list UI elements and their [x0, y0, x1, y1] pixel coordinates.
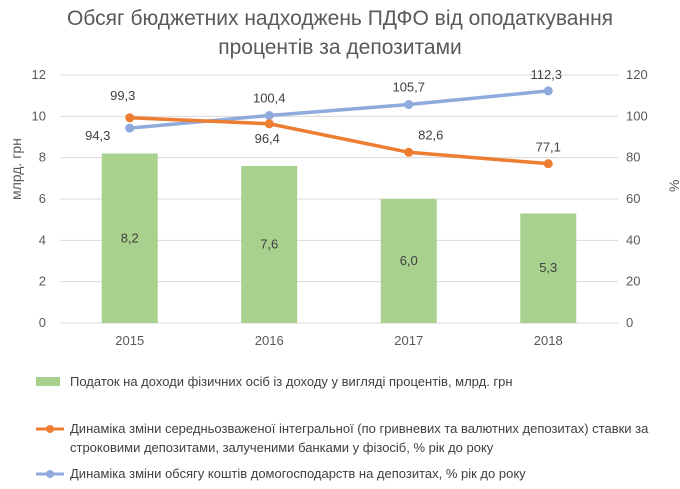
x-tick-label: 2016 — [255, 333, 284, 348]
deposits-point — [264, 111, 274, 121]
bar — [380, 199, 437, 323]
y-left-tick-label: 12 — [32, 67, 46, 82]
chart-title-line-2: процентів за депозитами — [218, 36, 462, 59]
rate-data-label: 77,1 — [536, 140, 561, 155]
y-right-tick-label: 80 — [626, 150, 640, 165]
deposits-point — [543, 86, 553, 96]
bar-data-label: 5,3 — [539, 260, 557, 275]
bar — [520, 213, 577, 323]
deposits-line — [129, 89, 549, 130]
rate-data-label: 82,6 — [418, 127, 443, 142]
rate-point — [404, 147, 414, 157]
legend-item-deposits: Динаміка зміни обсягу коштів домогоспода… — [36, 464, 676, 484]
deposits-data-label: 100,4 — [253, 91, 286, 106]
rate-data-label: 99,3 — [110, 88, 135, 103]
bar-data-label: 6,0 — [400, 253, 418, 268]
deposits-data-label: 105,7 — [392, 80, 425, 95]
bar-data-label: 8,2 — [121, 230, 139, 245]
legend-label-rate-line-2: строковими депозитами, залученими банкам… — [70, 440, 494, 455]
deposits-point — [125, 123, 135, 133]
legend-label-rate-line-1: Динаміка зміни середньозваженої інтеграл… — [70, 421, 649, 436]
legend-item-rate: Динаміка зміни середньозваженої інтеграл… — [36, 419, 676, 459]
rate-line — [129, 116, 549, 166]
legend-swatch-rate — [36, 425, 64, 433]
legend-label-bars: Податок на доходи фізичних осіб із доход… — [70, 374, 513, 389]
y-right-tick-label: 0 — [626, 315, 633, 330]
x-tick-label: 2017 — [394, 333, 423, 348]
y-left-tick-label: 6 — [39, 191, 46, 206]
x-tick-label: 2015 — [115, 333, 144, 348]
y-right-tick-label: 120 — [626, 67, 648, 82]
y-right-tick-label: 100 — [626, 108, 648, 123]
y-left-axis-title: млрд. грн — [8, 138, 24, 200]
bar — [241, 165, 298, 323]
y-left-tick-label: 8 — [39, 150, 46, 165]
legend-item-bars: Податок на доходи фізичних осіб із доход… — [36, 372, 676, 392]
bar-data-label: 7,6 — [260, 236, 278, 251]
y-left-tick-label: 10 — [32, 108, 46, 123]
y-right-tick-label: 20 — [626, 274, 640, 289]
deposits-point — [404, 100, 414, 110]
y-left-tick-label: 4 — [39, 232, 46, 247]
legend-label-deposits: Динаміка зміни обсягу коштів домогоспода… — [70, 466, 526, 481]
y-left-tick-label: 2 — [39, 274, 46, 289]
deposits-data-label: 94,3 — [85, 128, 110, 143]
deposits-data-label: 112,3 — [530, 67, 562, 82]
y-left-tick-label: 0 — [39, 315, 46, 330]
y-right-tick-label: 40 — [626, 232, 640, 247]
legend-swatch-deposits — [36, 470, 64, 478]
y-right-tick-label: 60 — [626, 191, 640, 206]
chart-title-line-1: Обсяг бюджетних надходжень ПДФО від опод… — [66, 7, 614, 30]
rate-data-label: 96,4 — [255, 131, 280, 146]
x-tick-label: 2018 — [534, 333, 563, 348]
bar — [101, 153, 158, 323]
rate-point — [125, 113, 135, 123]
legend-swatch-bars — [36, 377, 60, 386]
y-right-axis-title: % — [666, 180, 680, 192]
rate-point — [264, 119, 274, 129]
rate-point — [543, 159, 553, 169]
